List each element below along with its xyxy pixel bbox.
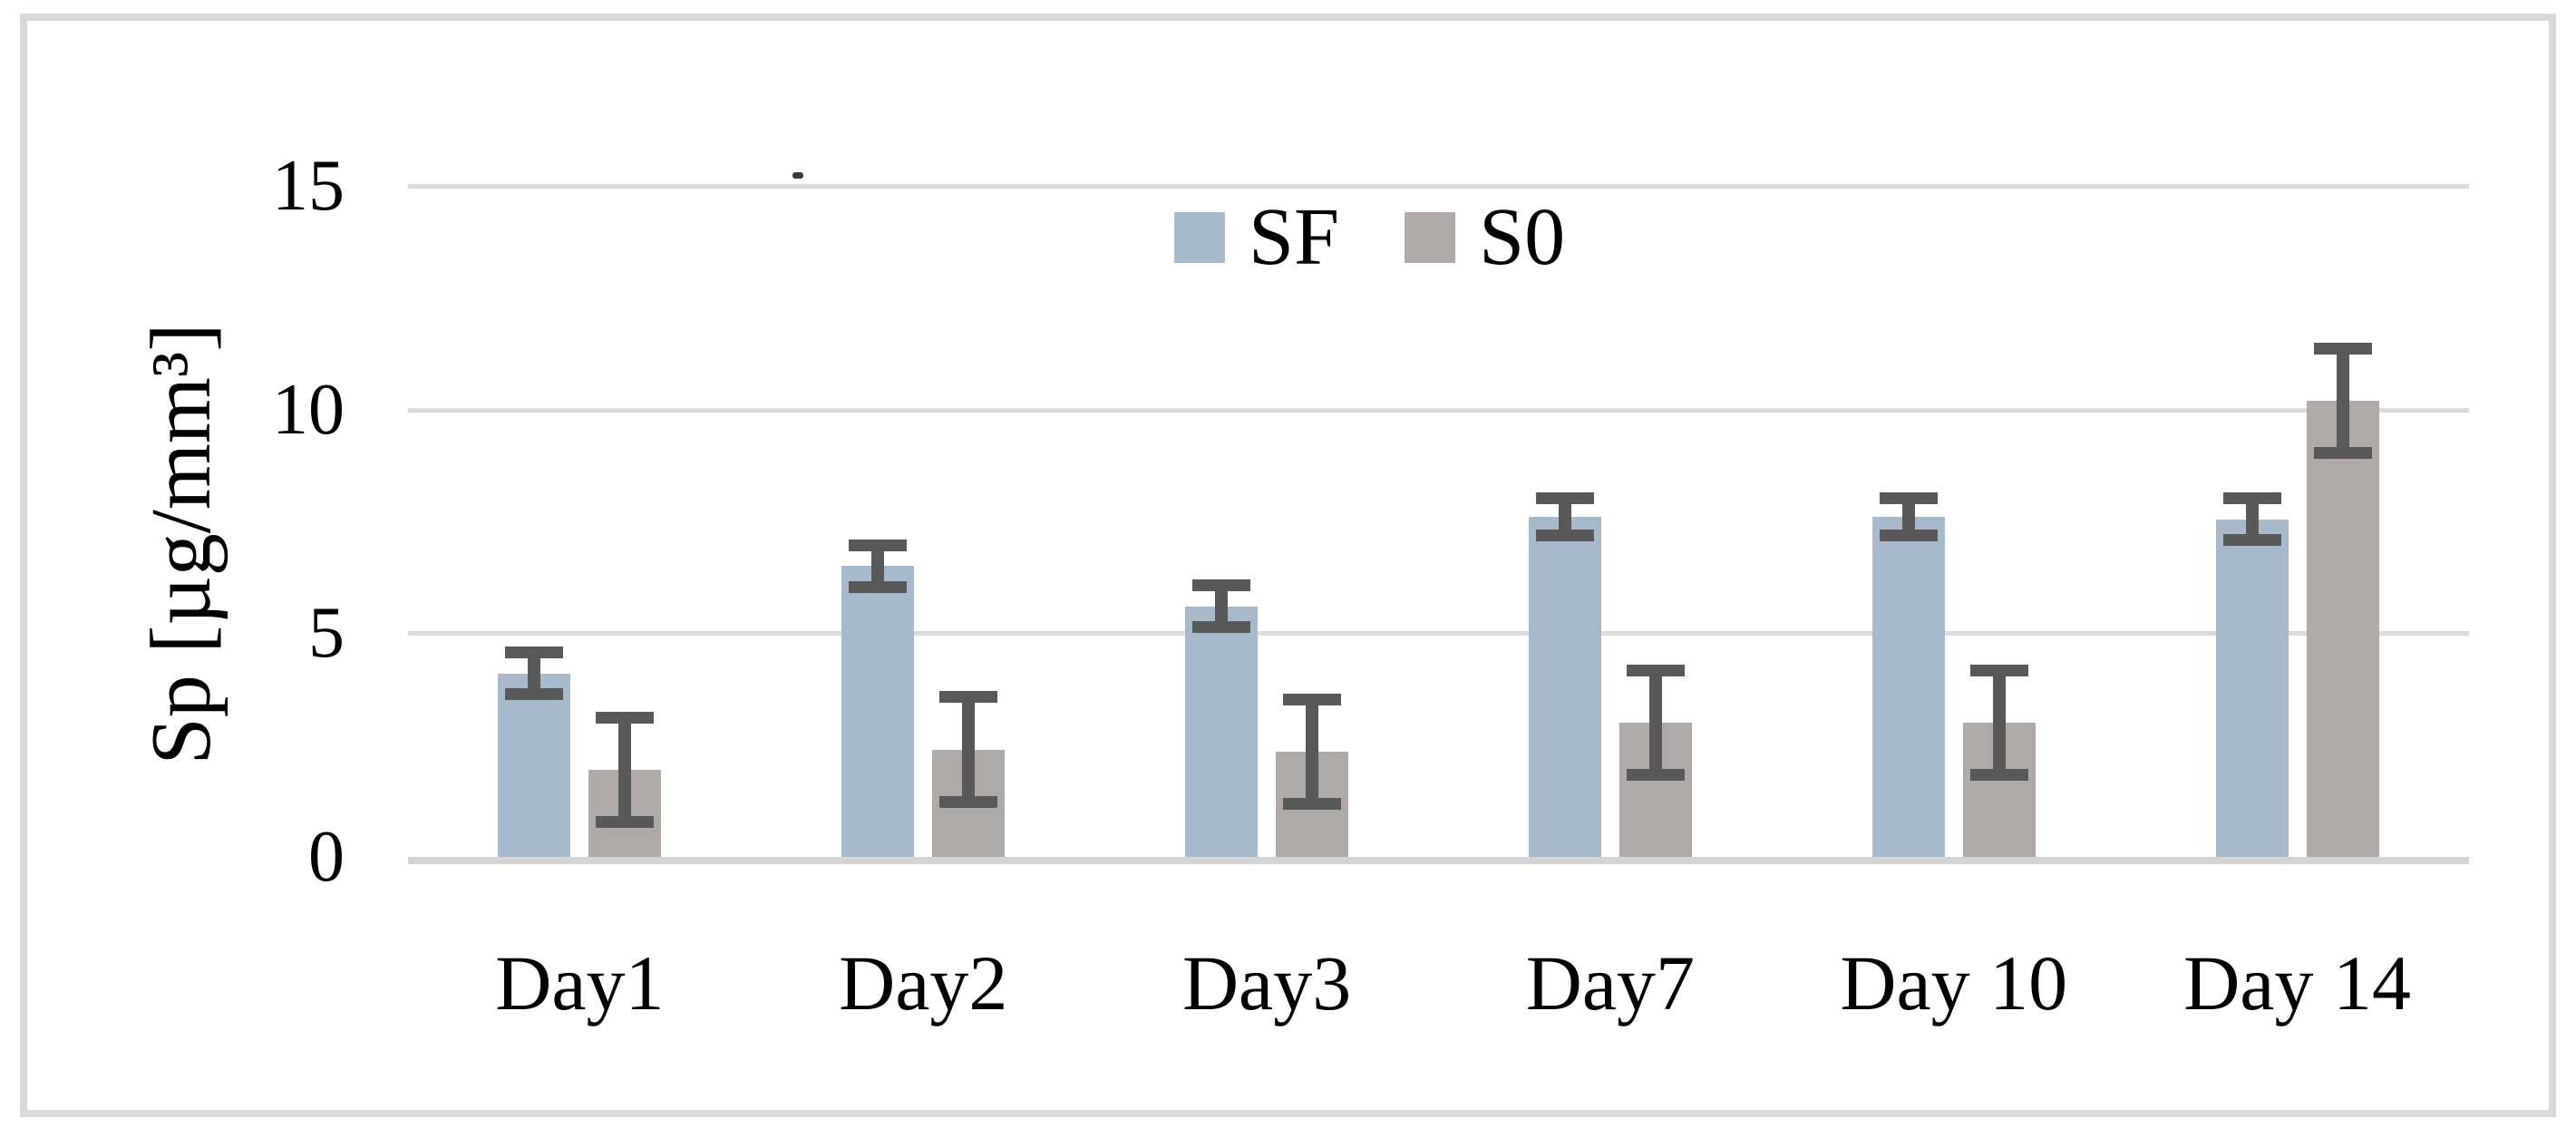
y-tick-label-15: 15	[272, 146, 345, 226]
error-bar-s0-day-14	[2313, 342, 2372, 459]
error-bar-s0-day1	[596, 711, 655, 828]
x-label-day3: Day3	[1181, 939, 1352, 1026]
error-bar-cap	[1192, 579, 1251, 592]
legend: SF S0	[1174, 194, 1565, 281]
error-bar-cap	[849, 539, 908, 551]
gridline-10	[408, 407, 2469, 413]
legend-swatch-sf	[1174, 212, 1225, 263]
error-bar-cap	[1535, 491, 1594, 504]
error-bar-cap	[1535, 530, 1594, 542]
error-bar-cap	[1283, 798, 1342, 811]
x-label-day2: Day2	[839, 939, 1008, 1026]
error-bar-stem	[2245, 491, 2259, 547]
figure-border	[20, 14, 2556, 1117]
error-bar-s0-day2	[939, 691, 998, 808]
error-bar-sf-day2	[849, 539, 908, 593]
x-label-day-10: Day 10	[1840, 939, 2068, 1026]
x-label-day-14: Day 14	[2183, 939, 2411, 1026]
bar-sf-day-14	[2215, 519, 2289, 857]
bar-s0-day-14	[2306, 400, 2379, 857]
error-bar-cap	[1626, 664, 1685, 676]
legend-label-sf: SF	[1249, 192, 1340, 282]
bar-sf-day7	[1528, 517, 1601, 857]
error-bar-cap	[2222, 534, 2281, 547]
error-bar-stem	[871, 539, 885, 593]
error-bar-s0-day7	[1626, 664, 1685, 782]
error-bar-cap	[1192, 621, 1251, 634]
error-bar-stem	[962, 691, 976, 808]
x-label-day7: Day7	[1525, 939, 1696, 1026]
error-bar-cap	[939, 795, 998, 808]
error-bar-stem	[2336, 342, 2349, 459]
legend-swatch-s0	[1405, 212, 1456, 263]
error-bar-cap	[1879, 491, 1938, 504]
error-bar-stem	[1901, 491, 1915, 542]
error-bar-cap	[939, 691, 998, 704]
error-bar-cap	[1969, 769, 2028, 782]
error-bar-sf-day3	[1192, 579, 1251, 634]
bar-sf-day-10	[1871, 517, 1945, 857]
gridline-0	[408, 857, 2469, 864]
bar-sf-day3	[1185, 606, 1259, 857]
y-tick-label-5: 5	[308, 593, 345, 674]
error-bar-cap	[1283, 693, 1342, 705]
stray-mark	[792, 172, 803, 179]
bar-sf-day2	[841, 566, 915, 857]
error-bar-cap	[505, 688, 564, 701]
legend-label-s0: S0	[1479, 192, 1566, 282]
gridline-15	[408, 184, 2469, 189]
error-bar-cap	[849, 580, 908, 593]
error-bar-stem	[1215, 579, 1229, 634]
error-bar-stem	[528, 647, 541, 701]
error-bar-stem	[1992, 664, 2006, 782]
error-bar-sf-day7	[1535, 491, 1594, 542]
gridline-5	[408, 631, 2469, 637]
error-bar-cap	[596, 711, 655, 724]
error-bar-s0-day-10	[1969, 664, 2028, 782]
x-label-day1: Day1	[495, 939, 665, 1026]
error-bar-cap	[505, 647, 564, 659]
error-bar-cap	[1879, 530, 1938, 542]
error-bar-stem	[1648, 664, 1662, 782]
error-bar-stem	[1306, 693, 1319, 811]
error-bar-sf-day1	[505, 647, 564, 701]
error-bar-stem	[618, 711, 632, 828]
error-bar-s0-day3	[1283, 693, 1342, 811]
error-bar-cap	[596, 815, 655, 828]
bar-sf-day1	[498, 673, 571, 857]
error-bar-sf-day-14	[2222, 491, 2281, 547]
error-bar-cap	[2313, 342, 2372, 355]
error-bar-sf-day-10	[1879, 491, 1938, 542]
error-bar-cap	[1626, 769, 1685, 782]
error-bar-cap	[2222, 491, 2281, 504]
y-tick-label-10: 10	[272, 369, 345, 450]
error-bar-stem	[1558, 491, 1571, 542]
error-bar-cap	[2313, 446, 2372, 459]
error-bar-cap	[1969, 664, 2028, 676]
y-tick-label-0: 0	[308, 817, 345, 897]
